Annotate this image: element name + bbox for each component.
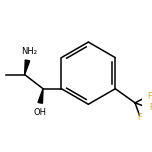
Text: OH: OH bbox=[34, 108, 47, 117]
Polygon shape bbox=[25, 60, 30, 75]
Text: F: F bbox=[137, 113, 142, 122]
Text: NH₂: NH₂ bbox=[22, 47, 38, 56]
Polygon shape bbox=[38, 89, 43, 103]
Text: F: F bbox=[147, 92, 152, 101]
Text: F: F bbox=[149, 103, 152, 112]
